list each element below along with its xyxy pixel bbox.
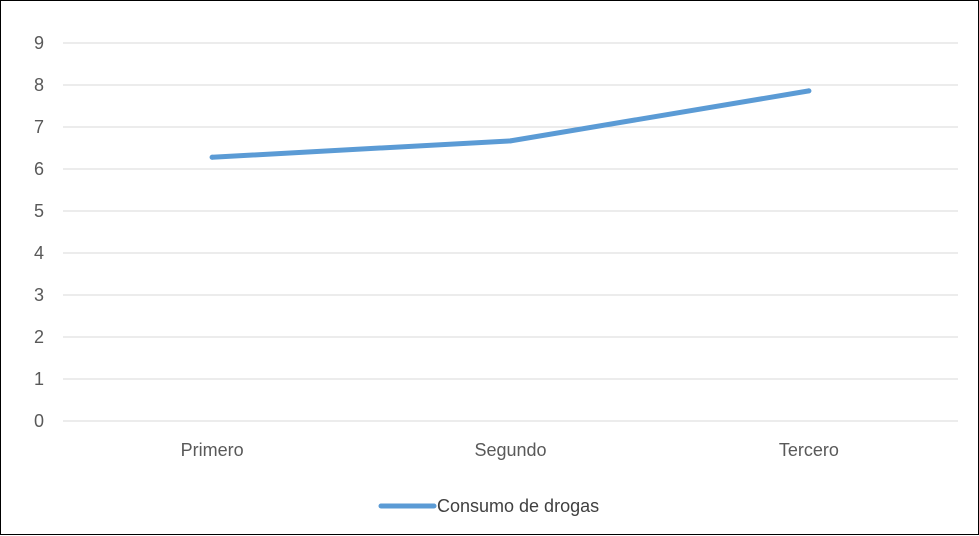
series-lines	[209, 88, 812, 160]
gridlines	[63, 42, 958, 422]
series-line	[209, 88, 812, 160]
y-tick-label: 0	[34, 411, 44, 431]
y-axis-tick-labels: 0 1 2 3 4 5 6 7 8 9	[34, 33, 44, 431]
data-point	[508, 138, 513, 144]
x-tick-label: Tercero	[779, 440, 839, 460]
y-tick-label: 9	[34, 33, 44, 53]
y-tick-label: 8	[34, 75, 44, 95]
data-point	[806, 88, 812, 94]
data-point	[209, 154, 215, 160]
y-tick-label: 7	[34, 117, 44, 137]
y-tick-label: 1	[34, 369, 44, 389]
y-tick-label: 3	[34, 285, 44, 305]
legend: Consumo de drogas	[378, 496, 599, 516]
x-tick-label: Primero	[181, 440, 244, 460]
y-tick-label: 4	[34, 243, 44, 263]
x-axis-tick-labels: Primero Segundo Tercero	[181, 440, 839, 460]
legend-label: Consumo de drogas	[437, 496, 599, 516]
y-tick-label: 6	[34, 159, 44, 179]
x-tick-label: Segundo	[474, 440, 546, 460]
y-tick-label: 2	[34, 327, 44, 347]
y-tick-label: 5	[34, 201, 44, 221]
